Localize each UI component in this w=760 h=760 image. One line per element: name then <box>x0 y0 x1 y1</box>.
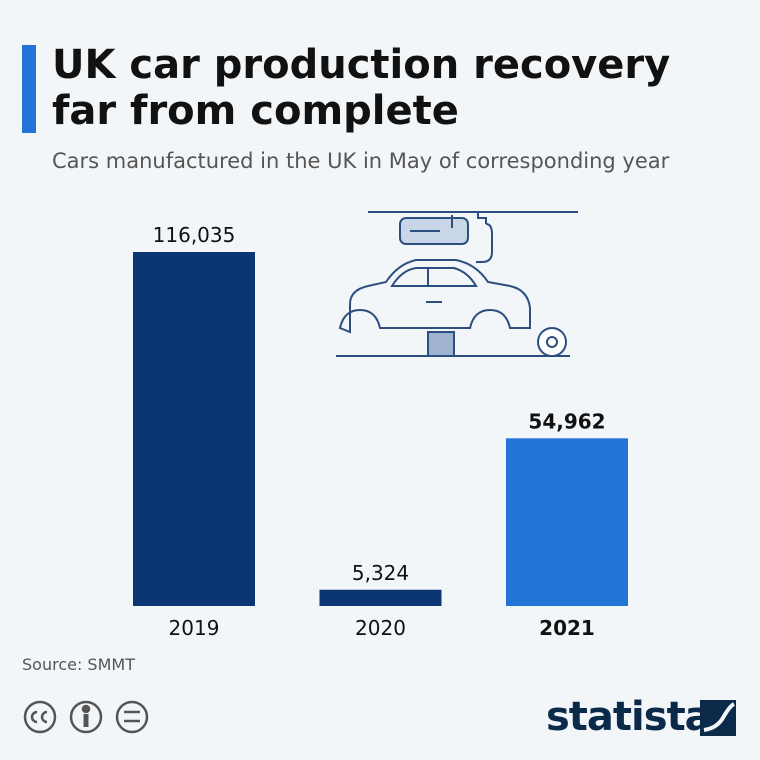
bar <box>506 438 628 606</box>
bar <box>319 589 442 606</box>
accent-bar <box>22 45 36 133</box>
source-note: Source: SMMT <box>22 655 135 674</box>
x-tick-label: 2019 <box>169 616 220 640</box>
chart-title: UK car production recovery far from comp… <box>52 42 671 134</box>
chart-subtitle: Cars manufactured in the UK in May of co… <box>52 149 670 173</box>
brand-logo: statista <box>546 694 712 740</box>
bar <box>133 252 255 606</box>
car-illustration <box>336 211 578 357</box>
value-label: 54,962 <box>528 409 605 433</box>
x-tick-label: 2020 <box>355 616 406 640</box>
value-label: 5,324 <box>352 561 409 585</box>
value-label: 116,035 <box>153 223 236 247</box>
x-tick-label: 2021 <box>539 616 595 640</box>
